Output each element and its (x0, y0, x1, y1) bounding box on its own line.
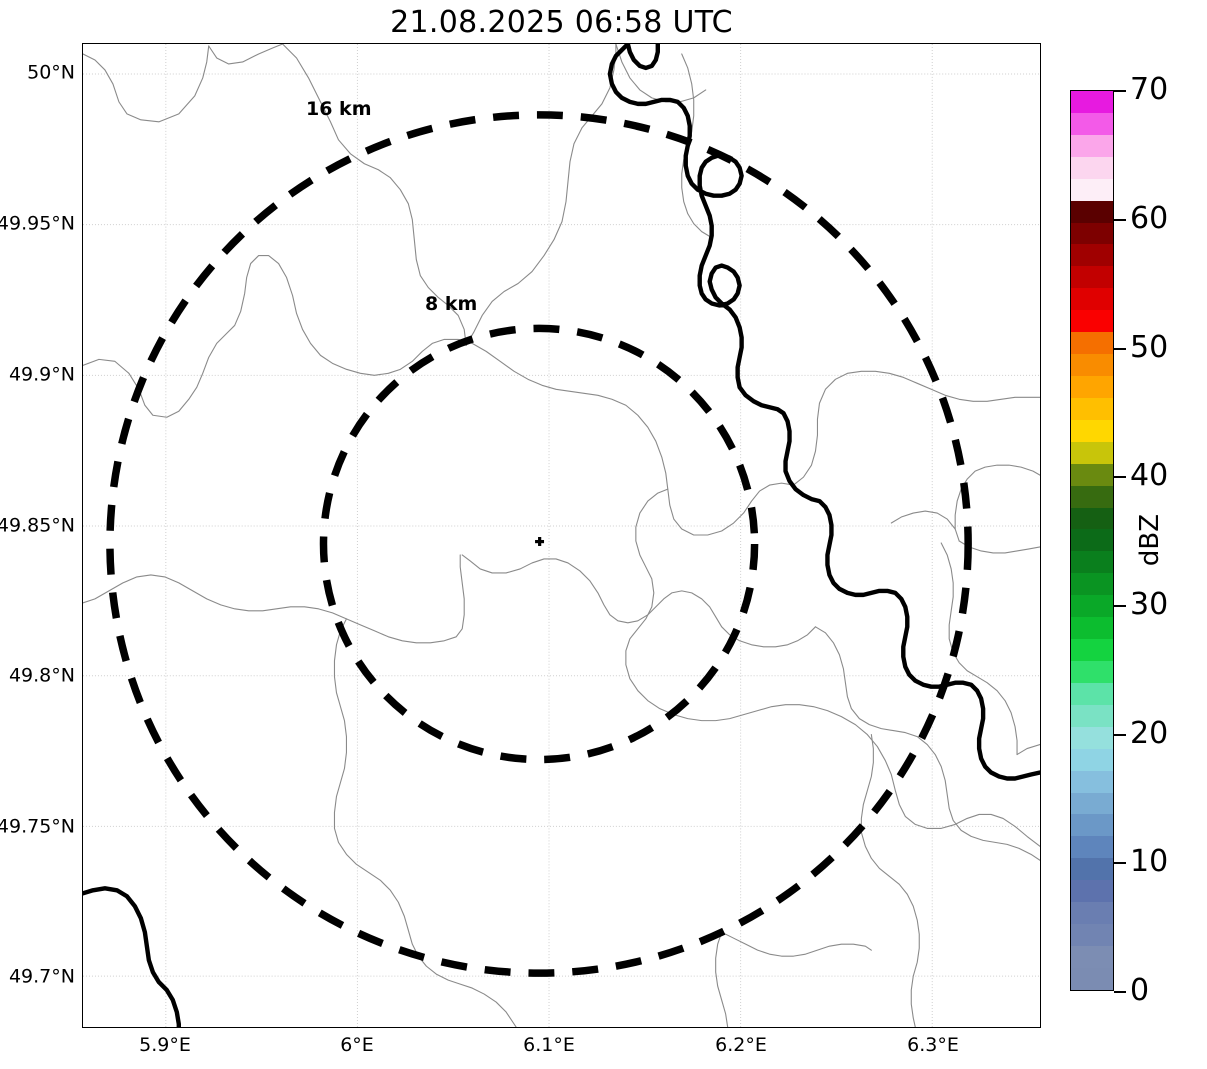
colorbar-segment (1071, 595, 1113, 618)
range-ring-label-16km: 16 km (306, 98, 372, 120)
gridlines (83, 44, 1040, 1027)
y-tick-label-0: 50°N (27, 61, 75, 84)
range-rings (106, 111, 972, 977)
colorbar-segment (1071, 726, 1113, 749)
y-tick-label-2: 49.9°N (8, 363, 75, 386)
colorbar-segment (1071, 354, 1113, 376)
colorbar-segment (1071, 573, 1113, 596)
x-tick-label-0: 5.9°E (139, 1034, 191, 1056)
colorbar-segment (1071, 704, 1113, 727)
colorbar-tick-50 (1114, 348, 1126, 350)
colorbar-segment (1071, 748, 1113, 771)
colorbar-segment (1071, 639, 1113, 661)
colorbar-segment (1071, 397, 1113, 420)
colorbar-label-0: 0 (1130, 973, 1150, 1008)
colorbar-segment (1071, 112, 1113, 135)
colorbar-segment (1071, 836, 1113, 859)
colorbar-segment (1071, 924, 1113, 946)
radar-plot-area[interactable]: 16 km 8 km (82, 43, 1041, 1028)
colorbar-segment (1071, 880, 1113, 903)
colorbar-label-40: 40 (1130, 458, 1169, 493)
range-ring-8km (319, 324, 759, 764)
colorbar-segment (1071, 770, 1113, 793)
colorbar[interactable] (1070, 90, 1114, 991)
colorbar-segment (1071, 310, 1113, 333)
colorbar-tick-30 (1114, 605, 1126, 607)
colorbar-segment (1071, 551, 1113, 574)
colorbar-segment (1071, 91, 1113, 113)
colorbar-tick-60 (1114, 219, 1126, 221)
plus-marker (535, 536, 545, 546)
y-tick-label-5: 49.75°N (0, 815, 75, 838)
colorbar-segment (1071, 441, 1113, 464)
range-ring-label-8km: 8 km (425, 293, 478, 315)
colorbar-label-60: 60 (1130, 201, 1169, 236)
colorbar-segment (1071, 244, 1113, 267)
colorbar-segment (1071, 967, 1113, 990)
colorbar-segment (1071, 507, 1113, 530)
colorbar-segment (1071, 902, 1113, 925)
colorbar-segment (1071, 814, 1113, 837)
colorbar-segment (1071, 178, 1113, 201)
range-ring-16km (106, 111, 972, 977)
colorbar-segment (1071, 156, 1113, 179)
x-tick-label-4: 6.3°E (907, 1034, 959, 1056)
x-tick-label-2: 6.1°E (523, 1034, 575, 1056)
colorbar-segment (1071, 200, 1113, 223)
colorbar-segment (1071, 266, 1113, 289)
district-boundaries (83, 44, 1040, 1027)
colorbar-tick-10 (1114, 862, 1126, 864)
y-tick-label-6: 49.7°N (8, 965, 75, 988)
colorbar-tick-20 (1114, 734, 1126, 736)
y-tick-label-1: 49.95°N (0, 212, 75, 235)
colorbar-tick-70 (1114, 90, 1126, 92)
colorbar-segment (1071, 485, 1113, 508)
country-borders (83, 44, 1040, 1027)
colorbar-tick-40 (1114, 476, 1126, 478)
colorbar-segment (1071, 682, 1113, 705)
colorbar-segment (1071, 375, 1113, 398)
colorbar-label-50: 50 (1130, 330, 1169, 365)
x-tick-label-1: 6°E (340, 1034, 374, 1056)
y-tick-label-4: 49.8°N (8, 664, 75, 687)
colorbar-label-30: 30 (1130, 587, 1169, 622)
x-tick-label-3: 6.2°E (715, 1034, 767, 1056)
colorbar-segment (1071, 660, 1113, 683)
colorbar-segment (1071, 529, 1113, 552)
colorbar-label-20: 20 (1130, 716, 1169, 751)
colorbar-segment (1071, 288, 1113, 311)
colorbar-segment (1071, 858, 1113, 881)
colorbar-segment (1071, 134, 1113, 157)
colorbar-tick-0 (1114, 991, 1126, 993)
y-tick-label-3: 49.85°N (0, 514, 75, 537)
colorbar-segment (1071, 945, 1113, 968)
colorbar-segment (1071, 463, 1113, 486)
colorbar-segment (1071, 617, 1113, 640)
colorbar-label-70: 70 (1130, 72, 1169, 107)
colorbar-segment (1071, 419, 1113, 442)
colorbar-segment (1071, 332, 1113, 355)
colorbar-segment (1071, 222, 1113, 245)
colorbar-title: dBZ (1135, 513, 1165, 567)
radar-map-svg (83, 44, 1040, 1027)
colorbar-segment (1071, 792, 1113, 815)
page-title: 21.08.2025 06:58 UTC (390, 5, 733, 40)
colorbar-label-10: 10 (1130, 844, 1169, 879)
